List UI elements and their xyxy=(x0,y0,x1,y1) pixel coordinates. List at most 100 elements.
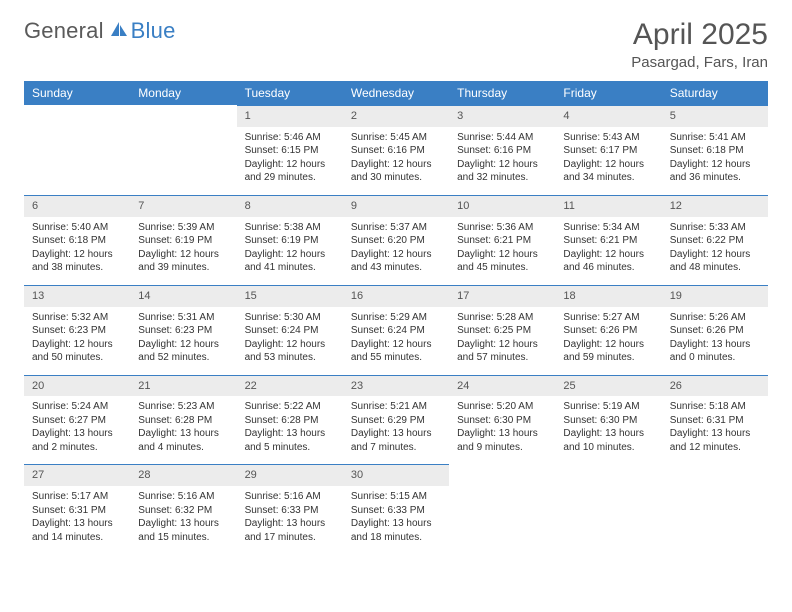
day-number: 28 xyxy=(130,464,236,486)
daylight-text: Daylight: 13 hours and 10 minutes. xyxy=(563,427,653,454)
sunrise-text: Sunrise: 5:29 AM xyxy=(351,311,441,325)
calendar-cell: 12Sunrise: 5:33 AMSunset: 6:22 PMDayligh… xyxy=(662,195,768,285)
sunset-text: Sunset: 6:32 PM xyxy=(138,504,228,518)
day-number: 22 xyxy=(237,375,343,397)
day-content: Sunrise: 5:20 AMSunset: 6:30 PMDaylight:… xyxy=(449,396,555,464)
calendar-cell: 27Sunrise: 5:17 AMSunset: 6:31 PMDayligh… xyxy=(24,464,130,554)
day-number: 26 xyxy=(662,375,768,397)
calendar-cell: 14Sunrise: 5:31 AMSunset: 6:23 PMDayligh… xyxy=(130,285,236,375)
sunrise-text: Sunrise: 5:46 AM xyxy=(245,131,335,145)
sunrise-text: Sunrise: 5:39 AM xyxy=(138,221,228,235)
day-content: Sunrise: 5:27 AMSunset: 6:26 PMDaylight:… xyxy=(555,307,661,375)
daylight-text: Daylight: 12 hours and 30 minutes. xyxy=(351,158,441,185)
sunrise-text: Sunrise: 5:30 AM xyxy=(245,311,335,325)
calendar-row: 1Sunrise: 5:46 AMSunset: 6:15 PMDaylight… xyxy=(24,105,768,195)
day-number: 7 xyxy=(130,195,236,217)
day-content: Sunrise: 5:26 AMSunset: 6:26 PMDaylight:… xyxy=(662,307,768,375)
day-header: Wednesday xyxy=(343,81,449,105)
day-number: 11 xyxy=(555,195,661,217)
day-content: Sunrise: 5:17 AMSunset: 6:31 PMDaylight:… xyxy=(24,486,130,554)
day-number: 19 xyxy=(662,285,768,307)
sunset-text: Sunset: 6:16 PM xyxy=(351,144,441,158)
day-content: Sunrise: 5:41 AMSunset: 6:18 PMDaylight:… xyxy=(662,127,768,195)
day-content: Sunrise: 5:30 AMSunset: 6:24 PMDaylight:… xyxy=(237,307,343,375)
sunrise-text: Sunrise: 5:18 AM xyxy=(670,400,760,414)
day-content: Sunrise: 5:45 AMSunset: 6:16 PMDaylight:… xyxy=(343,127,449,195)
day-number: 15 xyxy=(237,285,343,307)
day-number: 20 xyxy=(24,375,130,397)
daylight-text: Daylight: 13 hours and 14 minutes. xyxy=(32,517,122,544)
day-header-row: Sunday Monday Tuesday Wednesday Thursday… xyxy=(24,81,768,105)
day-number: 25 xyxy=(555,375,661,397)
calendar-cell: 7Sunrise: 5:39 AMSunset: 6:19 PMDaylight… xyxy=(130,195,236,285)
sunrise-text: Sunrise: 5:24 AM xyxy=(32,400,122,414)
day-number: 4 xyxy=(555,105,661,127)
daylight-text: Daylight: 13 hours and 4 minutes. xyxy=(138,427,228,454)
daylight-text: Daylight: 13 hours and 18 minutes. xyxy=(351,517,441,544)
calendar-cell: 20Sunrise: 5:24 AMSunset: 6:27 PMDayligh… xyxy=(24,375,130,465)
sunset-text: Sunset: 6:28 PM xyxy=(245,414,335,428)
day-header: Monday xyxy=(130,81,236,105)
day-number: 12 xyxy=(662,195,768,217)
day-content: Sunrise: 5:28 AMSunset: 6:25 PMDaylight:… xyxy=(449,307,555,375)
day-header: Friday xyxy=(555,81,661,105)
day-content: Sunrise: 5:18 AMSunset: 6:31 PMDaylight:… xyxy=(662,396,768,464)
calendar-cell: 18Sunrise: 5:27 AMSunset: 6:26 PMDayligh… xyxy=(555,285,661,375)
calendar-cell: 3Sunrise: 5:44 AMSunset: 6:16 PMDaylight… xyxy=(449,105,555,195)
day-number: 5 xyxy=(662,105,768,127)
sunrise-text: Sunrise: 5:21 AM xyxy=(351,400,441,414)
sunrise-text: Sunrise: 5:20 AM xyxy=(457,400,547,414)
day-content: Sunrise: 5:36 AMSunset: 6:21 PMDaylight:… xyxy=(449,217,555,285)
calendar-cell xyxy=(24,105,130,195)
sunrise-text: Sunrise: 5:19 AM xyxy=(563,400,653,414)
daylight-text: Daylight: 13 hours and 7 minutes. xyxy=(351,427,441,454)
daylight-text: Daylight: 12 hours and 55 minutes. xyxy=(351,338,441,365)
day-content: Sunrise: 5:16 AMSunset: 6:33 PMDaylight:… xyxy=(237,486,343,554)
calendar-cell: 15Sunrise: 5:30 AMSunset: 6:24 PMDayligh… xyxy=(237,285,343,375)
day-number: 24 xyxy=(449,375,555,397)
daylight-text: Daylight: 12 hours and 38 minutes. xyxy=(32,248,122,275)
day-number: 23 xyxy=(343,375,449,397)
day-content: Sunrise: 5:44 AMSunset: 6:16 PMDaylight:… xyxy=(449,127,555,195)
day-content: Sunrise: 5:33 AMSunset: 6:22 PMDaylight:… xyxy=(662,217,768,285)
day-content: Sunrise: 5:31 AMSunset: 6:23 PMDaylight:… xyxy=(130,307,236,375)
sunset-text: Sunset: 6:23 PM xyxy=(32,324,122,338)
day-number: 9 xyxy=(343,195,449,217)
calendar-cell: 17Sunrise: 5:28 AMSunset: 6:25 PMDayligh… xyxy=(449,285,555,375)
day-content: Sunrise: 5:21 AMSunset: 6:29 PMDaylight:… xyxy=(343,396,449,464)
day-number: 21 xyxy=(130,375,236,397)
header: General Blue April 2025 Pasargad, Fars, … xyxy=(24,18,768,71)
sunset-text: Sunset: 6:26 PM xyxy=(563,324,653,338)
sunset-text: Sunset: 6:33 PM xyxy=(245,504,335,518)
sunrise-text: Sunrise: 5:34 AM xyxy=(563,221,653,235)
calendar-cell: 26Sunrise: 5:18 AMSunset: 6:31 PMDayligh… xyxy=(662,375,768,465)
sunset-text: Sunset: 6:20 PM xyxy=(351,234,441,248)
day-number: 2 xyxy=(343,105,449,127)
day-header: Sunday xyxy=(24,81,130,105)
sunset-text: Sunset: 6:28 PM xyxy=(138,414,228,428)
day-content: Sunrise: 5:46 AMSunset: 6:15 PMDaylight:… xyxy=(237,127,343,195)
sunrise-text: Sunrise: 5:28 AM xyxy=(457,311,547,325)
sunrise-text: Sunrise: 5:15 AM xyxy=(351,490,441,504)
day-number: 1 xyxy=(237,105,343,127)
day-content: Sunrise: 5:43 AMSunset: 6:17 PMDaylight:… xyxy=(555,127,661,195)
daylight-text: Daylight: 12 hours and 34 minutes. xyxy=(563,158,653,185)
daylight-text: Daylight: 13 hours and 17 minutes. xyxy=(245,517,335,544)
daylight-text: Daylight: 12 hours and 59 minutes. xyxy=(563,338,653,365)
sunset-text: Sunset: 6:30 PM xyxy=(563,414,653,428)
calendar-row: 20Sunrise: 5:24 AMSunset: 6:27 PMDayligh… xyxy=(24,375,768,465)
location: Pasargad, Fars, Iran xyxy=(631,54,768,71)
daylight-text: Daylight: 12 hours and 48 minutes. xyxy=(670,248,760,275)
sunrise-text: Sunrise: 5:36 AM xyxy=(457,221,547,235)
sunset-text: Sunset: 6:24 PM xyxy=(245,324,335,338)
calendar-cell: 5Sunrise: 5:41 AMSunset: 6:18 PMDaylight… xyxy=(662,105,768,195)
sunset-text: Sunset: 6:25 PM xyxy=(457,324,547,338)
sunrise-text: Sunrise: 5:26 AM xyxy=(670,311,760,325)
day-content: Sunrise: 5:32 AMSunset: 6:23 PMDaylight:… xyxy=(24,307,130,375)
daylight-text: Daylight: 12 hours and 50 minutes. xyxy=(32,338,122,365)
calendar-cell: 11Sunrise: 5:34 AMSunset: 6:21 PMDayligh… xyxy=(555,195,661,285)
sunset-text: Sunset: 6:21 PM xyxy=(563,234,653,248)
sunset-text: Sunset: 6:31 PM xyxy=(670,414,760,428)
calendar-cell: 2Sunrise: 5:45 AMSunset: 6:16 PMDaylight… xyxy=(343,105,449,195)
daylight-text: Daylight: 12 hours and 43 minutes. xyxy=(351,248,441,275)
